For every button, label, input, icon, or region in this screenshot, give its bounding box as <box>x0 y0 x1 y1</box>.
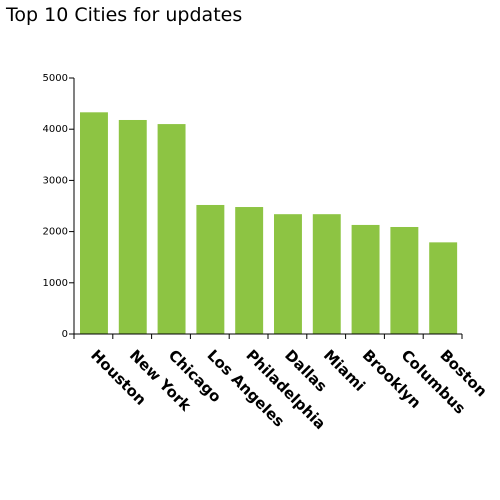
x-tick-label: Miami <box>320 346 369 395</box>
y-tick-label: 2000 <box>43 227 68 238</box>
chart-title: Top 10 Cities for updates <box>6 4 243 26</box>
bar <box>351 224 380 334</box>
bar <box>390 226 419 334</box>
y-tick-label: 0 <box>62 329 68 340</box>
bars <box>80 112 458 334</box>
bar <box>157 124 186 334</box>
bar <box>80 112 108 334</box>
y-tick-label: 1000 <box>43 278 68 289</box>
y-tick-label: 4000 <box>43 124 68 135</box>
bar <box>429 242 458 334</box>
y-tick-label: 5000 <box>43 73 68 84</box>
x-axis-ticks <box>73 334 463 339</box>
bar <box>235 207 264 334</box>
bar <box>196 204 225 334</box>
bar <box>312 214 341 334</box>
y-axis-labels: 0 1000 2000 3000 4000 5000 <box>43 73 68 340</box>
y-axis-ticks <box>69 77 74 335</box>
y-tick-label: 3000 <box>43 175 68 186</box>
bar <box>274 214 302 334</box>
bar <box>118 119 147 334</box>
